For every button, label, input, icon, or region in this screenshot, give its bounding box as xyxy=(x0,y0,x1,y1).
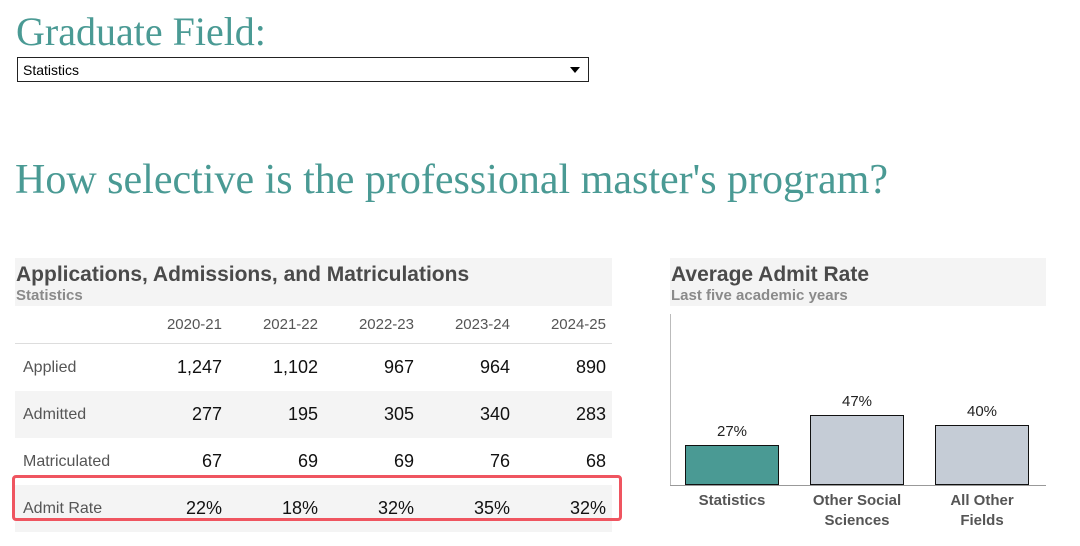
table-cell: 22% xyxy=(132,485,228,532)
table-cell: 195 xyxy=(228,391,324,438)
table-row-admitted: Admitted 277 195 305 340 283 xyxy=(15,391,612,438)
selectivity-question-heading: How selective is the professional master… xyxy=(15,157,888,203)
row-label: Admitted xyxy=(15,391,132,438)
category-label: All Other Fields xyxy=(950,492,1014,529)
chart-panel-header: Average Admit Rate Last five academic ye… xyxy=(670,258,1046,306)
graduate-field-select[interactable]: Statistics xyxy=(17,57,589,82)
table-cell: 18% xyxy=(228,485,324,532)
column-header: 2022-23 xyxy=(324,306,420,344)
table-cell: 68 xyxy=(585,451,606,471)
graduate-field-title: Graduate Field: xyxy=(16,9,266,54)
chevron-down-icon[interactable] xyxy=(570,67,580,73)
row-label: Admit Rate xyxy=(15,485,132,532)
table-cell: 76 xyxy=(489,451,510,471)
table-title: Applications, Admissions, and Matriculat… xyxy=(16,263,470,286)
admit-rate-bar-chart: 27% Statistics 47% Other Social Sciences 40% A… xyxy=(670,314,1046,546)
category-label: Other Social Sciences xyxy=(812,492,902,529)
table-cell: 964 xyxy=(479,357,510,377)
bar-value-label: 47% xyxy=(841,392,873,410)
admit-rate-chart-panel: Average Admit Rate Last five academic ye… xyxy=(670,258,1046,306)
table-cell: 35% xyxy=(420,485,516,532)
table-cell: 277 xyxy=(132,391,228,438)
bar-statistics[interactable] xyxy=(685,444,779,485)
table-cell: 1,247 xyxy=(176,357,222,377)
table-cell: 340 xyxy=(420,391,516,438)
column-header: 2023-24 xyxy=(420,306,516,344)
table-row-applied: Applied 1,247 1,102 967 964 890 xyxy=(15,344,612,392)
category-label: Statistics xyxy=(698,492,766,509)
bar-value-label: 40% xyxy=(966,403,998,420)
table-cell: 32% xyxy=(516,485,612,532)
table-corner-cell xyxy=(15,306,132,344)
table-cell: 1,102 xyxy=(272,357,318,377)
table-cell: 69 xyxy=(393,451,414,471)
bar-other-social-sciences[interactable] xyxy=(810,414,904,485)
chart-subtitle: Last five academic years xyxy=(671,287,848,304)
admissions-table: 2020-21 2021-22 2022-23 2023-24 2024-25 … xyxy=(15,306,612,532)
table-cell: 32% xyxy=(324,485,420,532)
column-header: 2020-21 xyxy=(132,306,228,344)
table-cell: 305 xyxy=(324,391,420,438)
table-subtitle: Statistics xyxy=(16,287,83,304)
table-cell: 67 xyxy=(201,451,222,471)
row-label: Applied xyxy=(23,358,77,376)
table-panel-header: Applications, Admissions, and Matriculat… xyxy=(15,258,612,306)
table-header-row: 2020-21 2021-22 2022-23 2023-24 2024-25 xyxy=(15,306,612,344)
bar-all-other-fields[interactable] xyxy=(935,425,1029,485)
table-row-matriculated: Matriculated 67 69 69 76 68 xyxy=(15,438,612,485)
table-cell: 967 xyxy=(383,357,414,377)
column-header: 2024-25 xyxy=(516,306,612,344)
table-row-admit-rate: Admit Rate 22% 18% 32% 35% 32% xyxy=(15,485,612,532)
graduate-field-select-value: Statistics xyxy=(23,62,80,78)
table-cell: 69 xyxy=(297,451,318,471)
applications-table-panel: Applications, Admissions, and Matriculat… xyxy=(15,258,612,532)
bar-value-label: 27% xyxy=(716,422,748,440)
column-header: 2021-22 xyxy=(228,306,324,344)
table-cell: 890 xyxy=(575,357,606,377)
chart-title: Average Admit Rate xyxy=(671,263,870,286)
row-label: Matriculated xyxy=(23,452,111,470)
table-cell: 283 xyxy=(516,391,612,438)
chart-x-axis-line xyxy=(670,485,1046,486)
chart-y-axis-line xyxy=(670,314,671,485)
